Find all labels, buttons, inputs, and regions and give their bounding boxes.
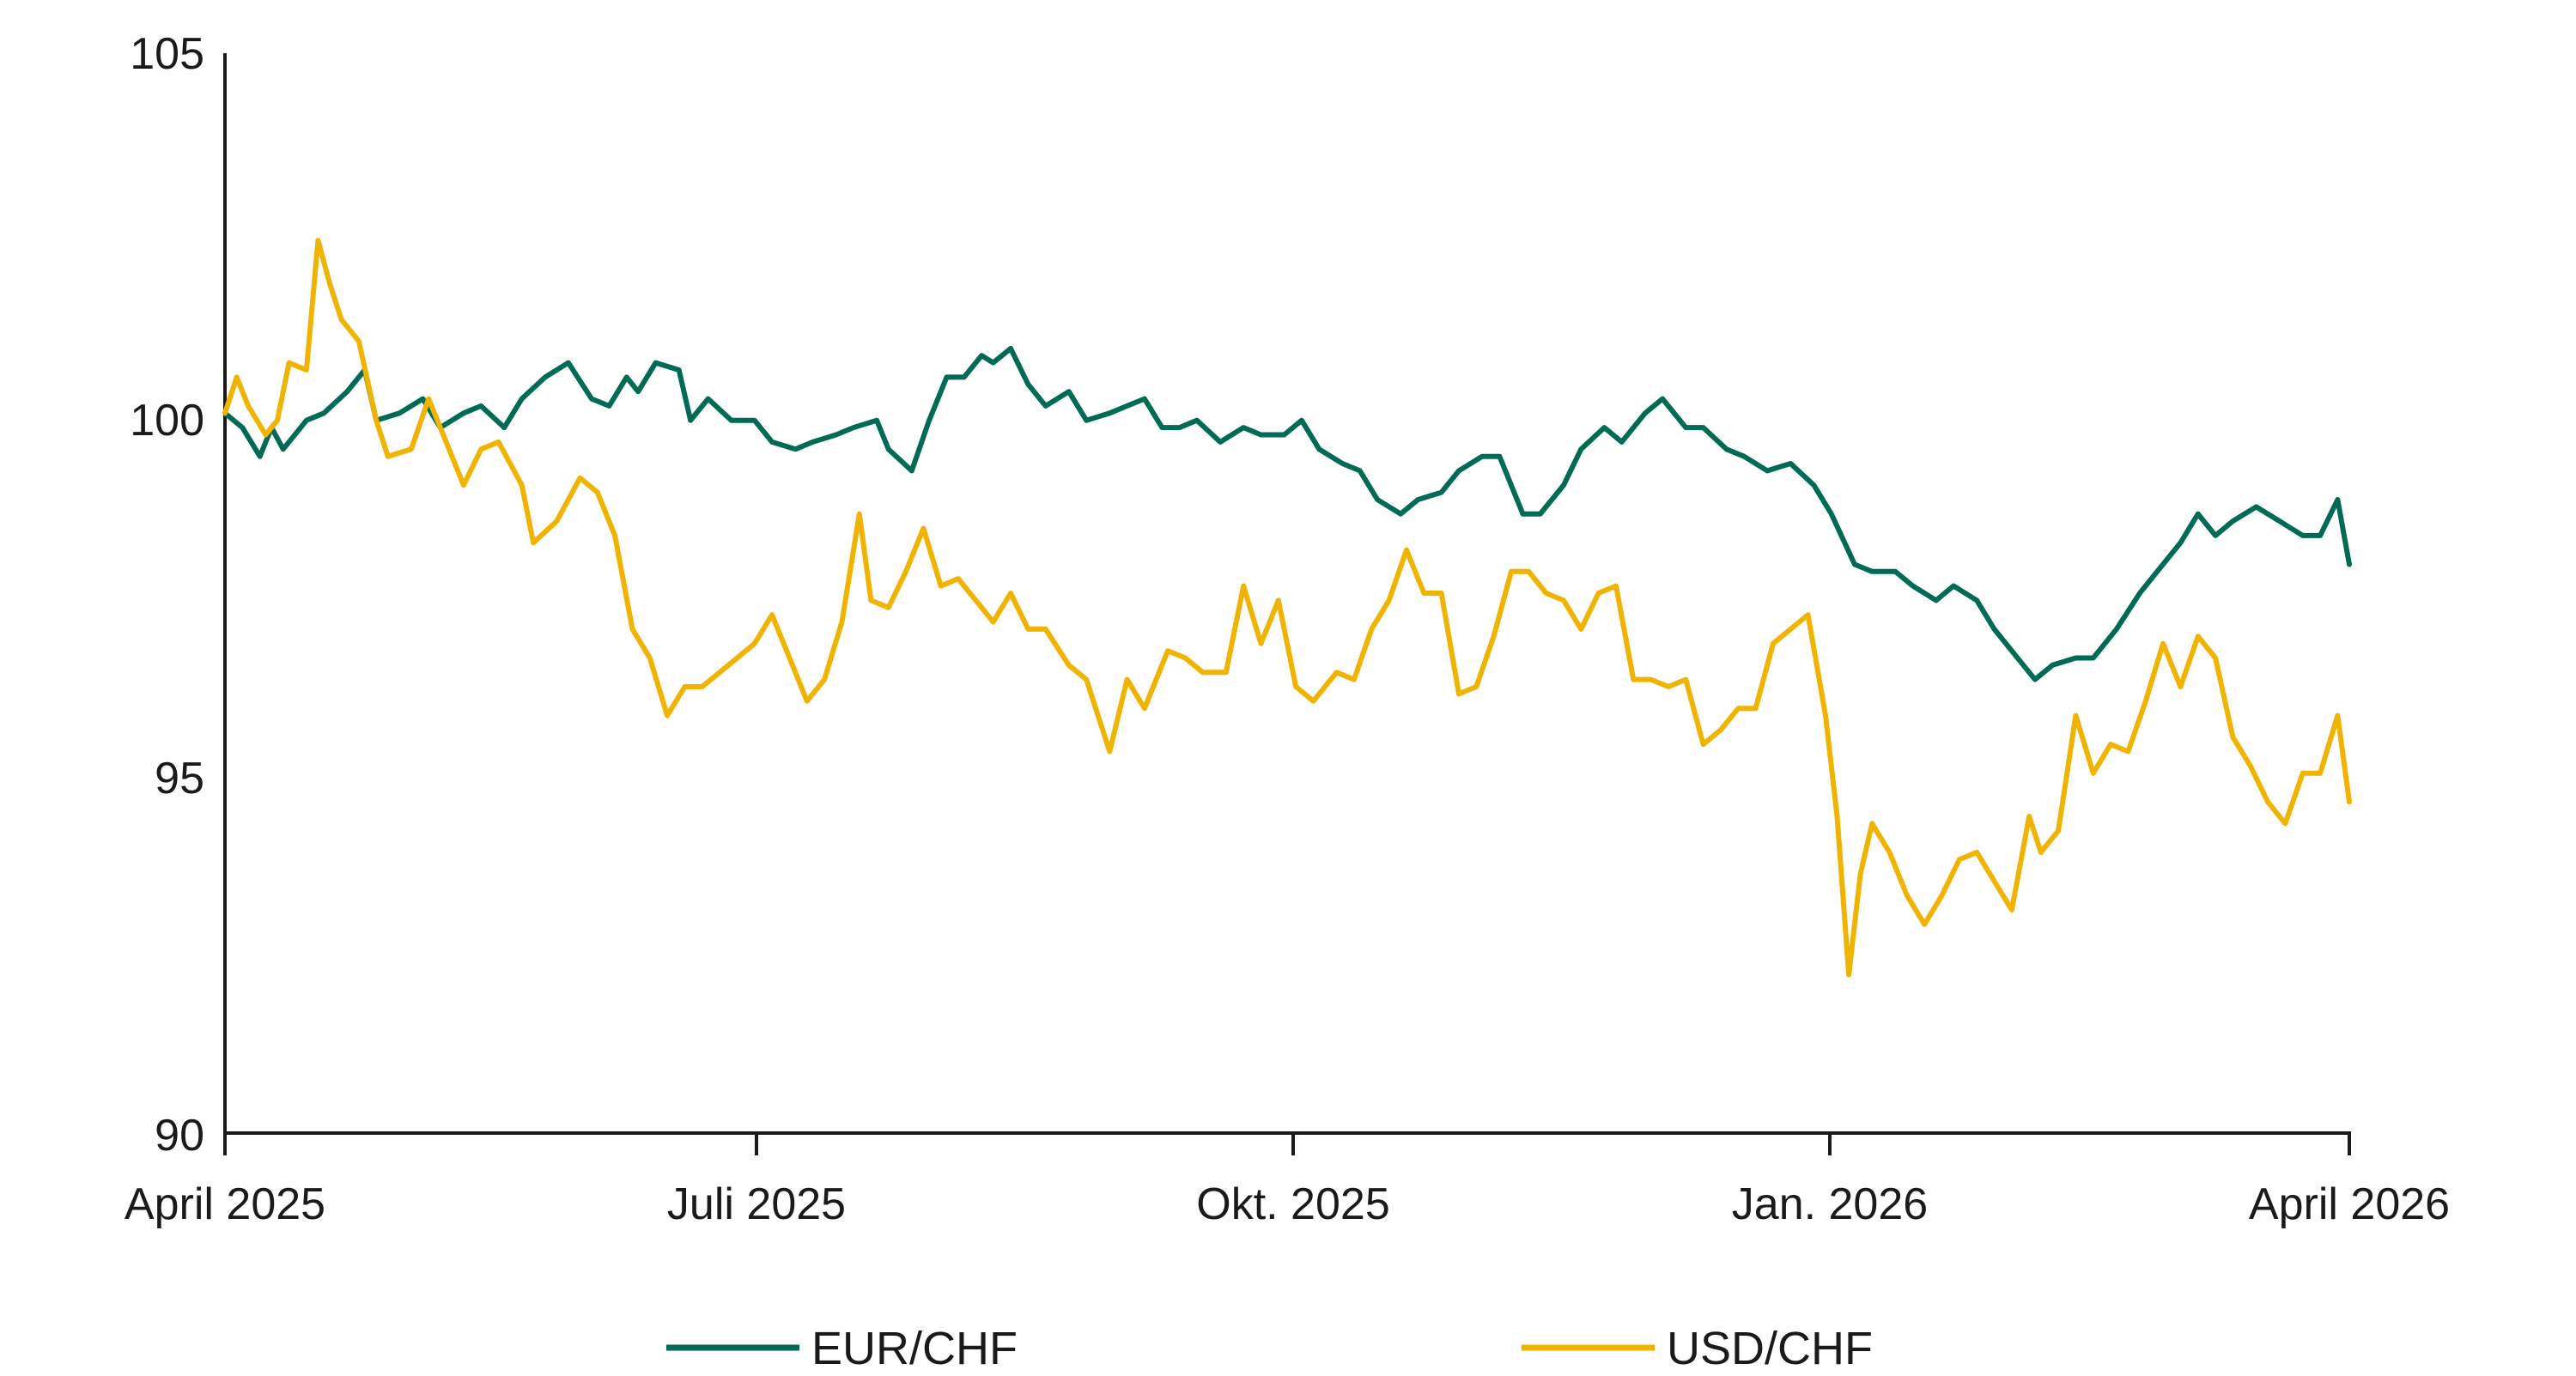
series-line-eur-chf [222,345,2352,682]
y-tick-label: 100 [130,396,204,446]
legend: EUR/CHF USD/CHF [666,1323,1873,1374]
x-axis: April 2025 Juli 2025 Okt. 2025 Jan. 2026… [125,1131,2450,1229]
x-tick-label: Jan. 2026 [1732,1179,1928,1229]
x-tick-label: April 2026 [2249,1179,2450,1229]
plot-area [222,238,2352,978]
legend-label-usd-chf: USD/CHF [1667,1323,1873,1374]
legend-label-eur-chf: EUR/CHF [811,1323,1018,1374]
x-tick-label: Okt. 2025 [1196,1179,1389,1229]
y-tick-label: 105 [130,29,204,79]
x-tick-label: Juli 2025 [667,1179,846,1229]
y-tick-label: 90 [155,1111,204,1161]
y-axis: 105 100 95 90 [130,29,227,1161]
x-tick-label: April 2025 [125,1179,325,1229]
series-line-usd-chf [222,238,2352,978]
y-tick-label: 95 [155,754,204,803]
